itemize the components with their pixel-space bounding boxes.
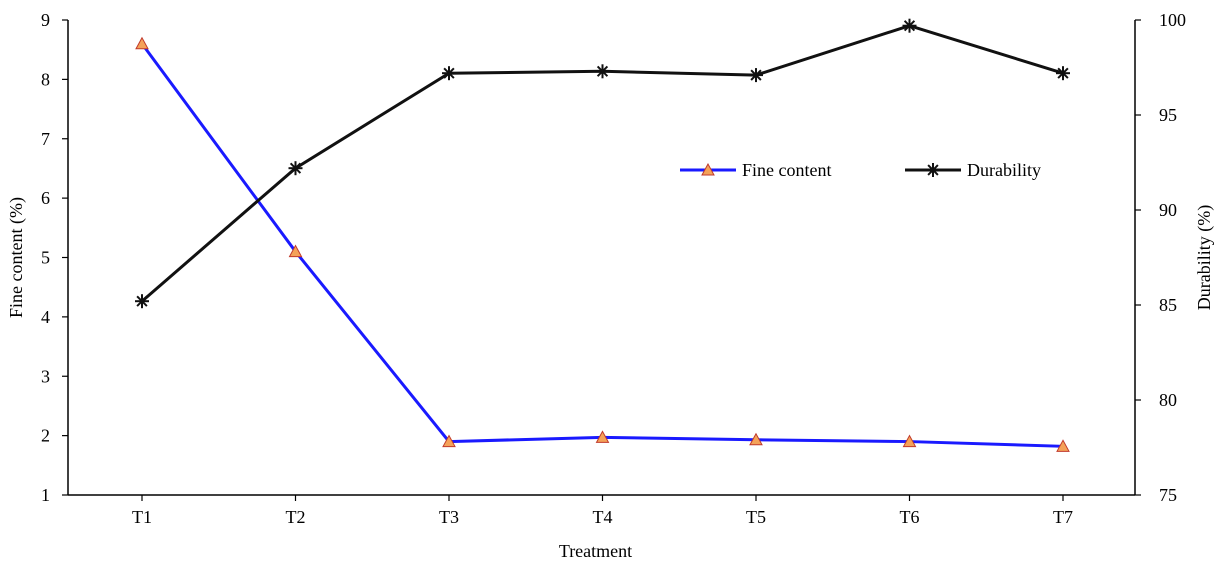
point-durability-t3 xyxy=(442,66,456,81)
point-durability-t1 xyxy=(135,294,149,309)
y-left-tick-label: 2 xyxy=(41,426,50,446)
y-left-tick-label: 6 xyxy=(41,188,50,208)
y-axis-right-title: Durability (%) xyxy=(1194,205,1215,310)
point-durability-t7 xyxy=(1056,66,1070,81)
series-layer xyxy=(135,18,1070,452)
series-line-fine-content xyxy=(140,42,1064,448)
point-durability-t4 xyxy=(595,64,610,79)
x-tick-label-t2: T2 xyxy=(286,507,306,527)
x-tick-label-t6: T6 xyxy=(900,507,920,527)
y-left-tick-label: 1 xyxy=(41,485,50,505)
x-tick-label-t4: T4 xyxy=(593,507,613,527)
legend-marker xyxy=(926,163,940,177)
point-fine-content-t7 xyxy=(1056,439,1070,452)
point-fine-content-t1 xyxy=(135,36,149,50)
legend: Fine content Durability xyxy=(680,160,1041,180)
y-right-tick-label: 80 xyxy=(1159,390,1177,410)
legend-label: Fine content xyxy=(742,160,831,180)
y-right-tick-label: 85 xyxy=(1159,295,1177,315)
x-tick-label-t3: T3 xyxy=(439,507,459,527)
point-durability-t2 xyxy=(288,161,303,176)
y-left-tick-label: 4 xyxy=(41,307,50,327)
y-right-tick-label: 95 xyxy=(1159,105,1177,125)
axis-labels: Treatment Fine content (%) Durability (%… xyxy=(6,197,1215,561)
y-left-tick-label: 5 xyxy=(41,248,50,268)
legend-item-durability: Durability xyxy=(905,160,1041,180)
y-right-tick-label: 75 xyxy=(1159,485,1177,505)
x-tick-label-t5: T5 xyxy=(746,507,766,527)
y-axis-left-title: Fine content (%) xyxy=(6,197,27,318)
point-fine-content-t4 xyxy=(595,430,610,443)
x-tick-label-t1: T1 xyxy=(132,507,152,527)
y-left-tick-label: 3 xyxy=(41,366,50,386)
axes-layer: 1 2 3 4 5 6 7 8 9 75 80 85 90 95 100 T1 T2 T3 T4 T5 T6 T7 xyxy=(41,10,1186,527)
point-durability-t6 xyxy=(902,18,917,33)
legend-marker xyxy=(701,162,715,176)
y-left-tick-label: 8 xyxy=(41,69,50,89)
point-fine-content-t6 xyxy=(902,434,917,448)
x-axis-title: Treatment xyxy=(559,541,632,561)
point-fine-content-t3 xyxy=(442,434,456,448)
point-fine-content-t2 xyxy=(288,244,303,258)
legend-label: Durability xyxy=(967,160,1041,180)
legend-item-fine-content: Fine content xyxy=(680,160,831,180)
y-left-tick-label: 7 xyxy=(41,129,50,149)
x-tick-label-t7: T7 xyxy=(1053,507,1073,527)
y-right-tick-label: 100 xyxy=(1159,10,1186,30)
y-left-tick-label: 9 xyxy=(41,10,50,30)
point-fine-content-t5 xyxy=(749,432,763,446)
point-durability-t5 xyxy=(749,68,763,83)
y-right-tick-label: 90 xyxy=(1159,200,1177,220)
